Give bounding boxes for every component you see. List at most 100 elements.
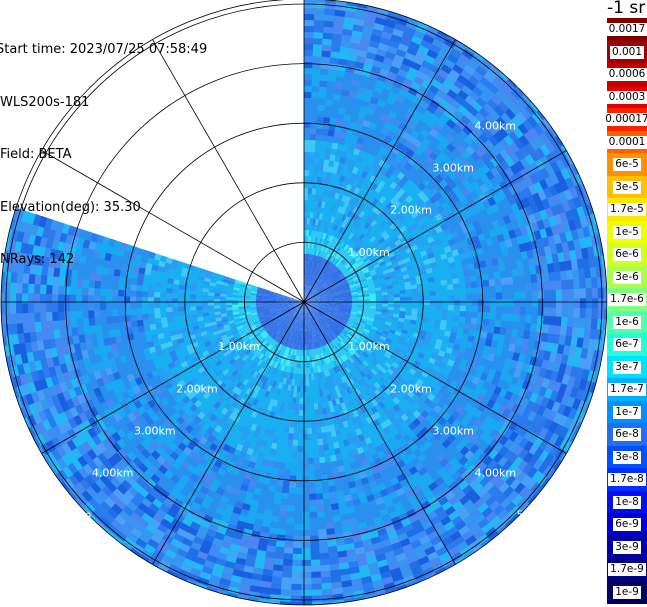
gate-cell [308,305,314,311]
gate-cell [365,373,373,381]
gate-cell [354,265,361,272]
gate-cell [373,357,381,364]
gate-cell [346,203,353,211]
gate-cell [351,29,363,39]
gate-cell [321,134,329,142]
gate-cell [590,213,597,226]
gate-cell [420,325,428,332]
gate-cell [487,244,496,253]
gate-cell [352,206,360,215]
gate-cell [302,440,308,447]
gate-cell [315,249,320,256]
gate-cell [346,2,359,7]
gate-cell [318,287,325,293]
gate-cell [307,271,310,279]
gate-cell [375,292,383,297]
gate-cell [387,288,394,293]
gate-cell [433,275,441,282]
gate-cell [317,243,321,251]
gate-cell [315,306,322,310]
gate-cell [375,363,383,371]
gate-cell [377,217,385,226]
gate-cell [379,376,387,385]
gate-cell [369,290,376,295]
gate-cell [442,300,449,306]
gate-cell [324,246,329,253]
gate-cell [309,260,312,267]
gate-cell [465,287,473,295]
gate-cell [485,237,494,247]
gate-cell [331,249,337,257]
gate-cell [341,250,348,257]
gate-cell [526,410,537,423]
gate-cell [460,470,472,481]
gate-cell [345,230,352,238]
gate-cell [401,116,411,127]
gate-cell [325,287,332,292]
gate-cell [458,480,470,491]
gate-cell [324,323,330,330]
gate-cell [362,246,370,253]
gate-cell [327,294,334,297]
gate-cell [537,307,545,317]
gate-cell [408,357,416,365]
gate-cell [457,89,470,101]
gate-cell [307,292,313,298]
gate-cell [291,553,302,561]
gate-cell [314,236,319,244]
gate-cell [498,482,510,494]
gate-cell [315,297,322,300]
gate-cell [561,298,569,309]
gate-cell [315,315,321,321]
gate-cell [320,279,326,285]
gate-cell [582,402,590,414]
gate-cell [315,282,320,289]
gate-cell [489,145,501,158]
gate-cell [488,135,500,147]
gate-cell [517,189,528,201]
gate-cell [317,534,328,542]
gate-cell [325,98,334,107]
gate-cell [327,297,335,300]
gate-cell [329,326,336,332]
gate-cell [309,297,316,301]
gate-cell [386,13,399,23]
gate-cell [446,342,455,350]
gate-cell [543,281,551,291]
gate-cell [500,471,512,483]
gate-cell [306,290,310,297]
gate-cell [548,271,556,282]
gate-cell [369,235,377,243]
gate-cell [519,283,527,293]
gate-cell [477,305,485,313]
gate-cell [372,260,380,267]
gate-cell [429,113,441,124]
gate-cell [563,189,574,202]
gate-cell [470,180,481,191]
gate-cell [445,325,453,333]
gate-cell [300,571,312,579]
gate-cell [501,460,513,472]
gate-cell [323,252,329,259]
gate-cell [399,310,406,316]
gate-cell [460,299,467,306]
gate-cell [488,346,497,356]
gate-cell [539,167,551,180]
gate-cell [368,330,376,337]
gate-cell [332,27,344,35]
gate-cell [294,505,303,513]
gate-cell [360,354,367,361]
gate-cell [349,347,357,355]
gate-cell [361,212,369,221]
gate-cell [436,300,443,306]
gate-cell [569,386,580,400]
gate-cell [337,326,344,332]
gate-cell [313,25,325,33]
gate-cell [321,305,328,308]
gate-cell [282,474,291,482]
gate-cell [298,403,304,411]
gate-cell [490,65,502,75]
gate-cell [500,397,510,409]
gate-cell [555,158,567,172]
gate-cell [352,72,363,82]
